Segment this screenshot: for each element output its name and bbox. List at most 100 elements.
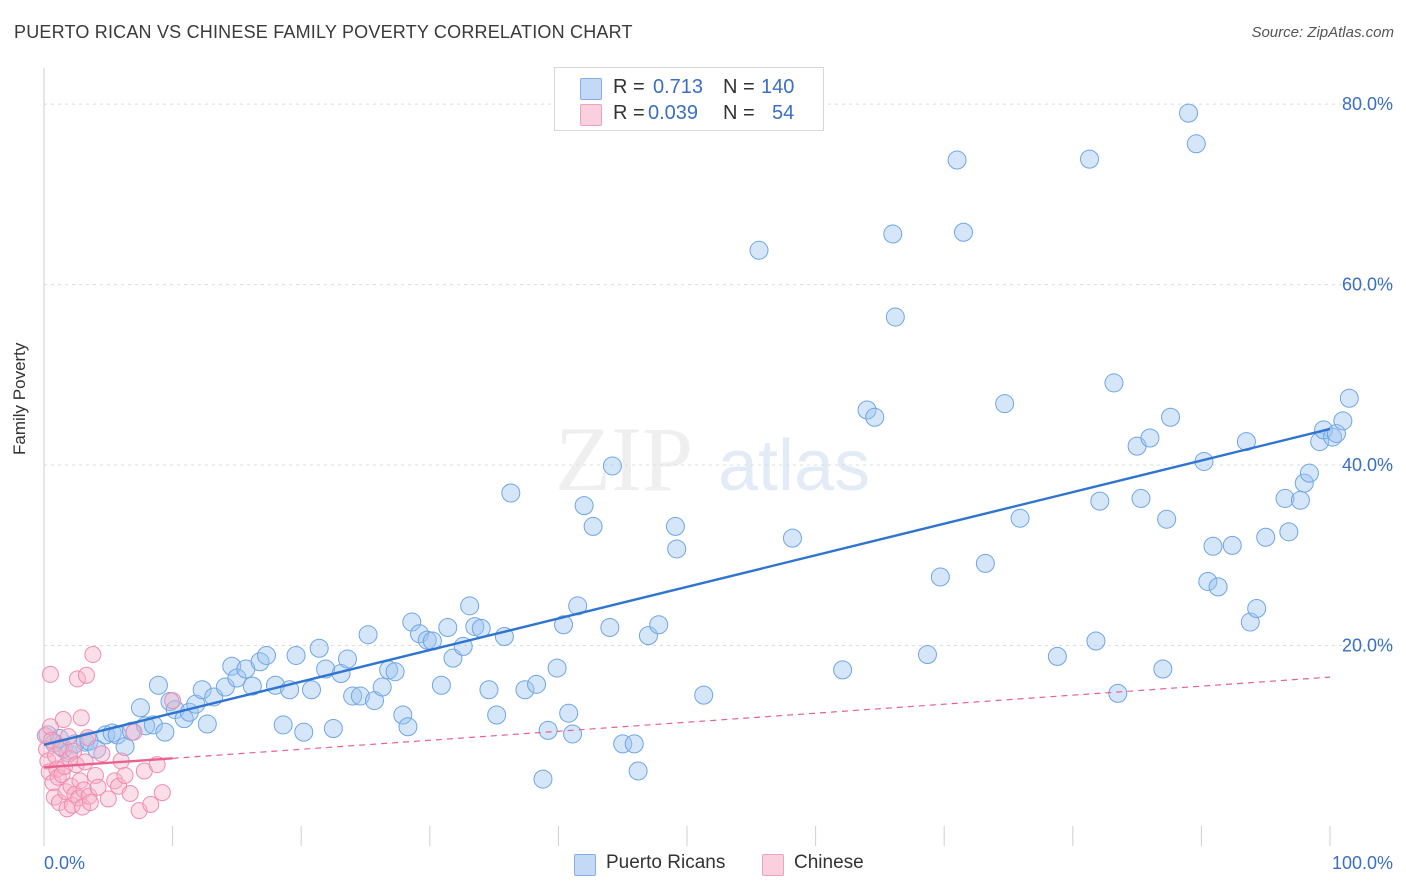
- point-puerto-ricans: [1153, 659, 1173, 679]
- n-label: N =: [723, 76, 755, 98]
- point-puerto-ricans: [917, 645, 937, 665]
- point-chinese: [41, 665, 59, 683]
- point-chinese: [125, 723, 143, 741]
- point-puerto-ricans: [1299, 463, 1319, 483]
- point-puerto-ricans: [547, 658, 567, 678]
- point-puerto-ricans: [350, 686, 370, 706]
- legend-label: Chinese: [794, 852, 864, 873]
- trend-line-puerto-ricans: [43, 427, 1331, 746]
- point-puerto-ricans: [343, 686, 363, 706]
- point-puerto-ricans: [479, 680, 499, 700]
- point-puerto-ricans: [559, 703, 579, 723]
- point-puerto-ricans: [1275, 488, 1295, 508]
- point-chinese: [62, 777, 80, 795]
- point-puerto-ricans: [309, 638, 329, 658]
- point-puerto-ricans: [417, 630, 437, 650]
- point-puerto-ricans: [372, 677, 392, 697]
- watermark: ZIP atlas: [555, 408, 870, 510]
- point-puerto-ricans: [1047, 646, 1067, 666]
- point-puerto-ricans: [1090, 491, 1110, 511]
- point-puerto-ricans: [1080, 149, 1100, 169]
- point-puerto-ricans: [286, 645, 306, 665]
- point-puerto-ricans: [1222, 535, 1242, 555]
- point-puerto-ricans: [749, 240, 769, 260]
- point-puerto-ricans: [148, 675, 168, 695]
- source-label: Source: ZipAtlas.com: [1251, 24, 1394, 41]
- point-chinese: [77, 666, 95, 684]
- x-tick-label-max: 100.0%: [1332, 853, 1393, 873]
- point-puerto-ricans: [402, 612, 422, 632]
- point-puerto-ricans: [385, 662, 405, 682]
- point-puerto-ricans: [1326, 423, 1346, 443]
- point-puerto-ricans: [538, 720, 558, 740]
- point-puerto-ricans: [393, 705, 413, 725]
- point-puerto-ricans: [782, 528, 802, 548]
- point-puerto-ricans: [242, 676, 262, 696]
- point-puerto-ricans: [1161, 407, 1181, 427]
- point-puerto-ricans: [1256, 527, 1276, 547]
- point-puerto-ricans: [465, 617, 485, 637]
- point-puerto-ricans: [628, 761, 648, 781]
- point-chinese: [41, 718, 59, 736]
- point-puerto-ricans: [130, 698, 150, 718]
- point-puerto-ricans: [197, 714, 217, 734]
- point-puerto-ricans: [222, 656, 242, 676]
- point-puerto-ricans: [649, 615, 669, 635]
- point-puerto-ricans: [1290, 490, 1310, 510]
- r-label: R =: [613, 76, 645, 98]
- point-puerto-ricans: [79, 731, 99, 751]
- point-puerto-ricans: [337, 649, 357, 669]
- point-puerto-ricans: [857, 400, 877, 420]
- y-tick-label: 60.0%: [1342, 275, 1393, 295]
- point-puerto-ricans: [487, 705, 507, 725]
- point-puerto-ricans: [301, 680, 321, 700]
- point-puerto-ricans: [323, 719, 343, 739]
- legend-swatch-pink: [580, 104, 602, 126]
- point-puerto-ricans: [431, 675, 451, 695]
- point-puerto-ricans: [602, 456, 622, 476]
- x-tick-label-min: 0.0%: [44, 853, 85, 873]
- point-puerto-ricans: [953, 222, 973, 242]
- stats-row-chinese: R = 0.039 N = 54: [555, 102, 823, 130]
- point-puerto-ricans: [1179, 103, 1199, 123]
- point-chinese: [99, 790, 117, 808]
- legend-swatch-blue: [580, 78, 602, 100]
- point-chinese: [93, 745, 111, 763]
- point-puerto-ricans: [1294, 473, 1314, 493]
- point-puerto-ricans: [583, 516, 603, 536]
- point-chinese: [153, 784, 171, 802]
- stats-legend: R = 0.713 N = 140 R = 0.039 N = 54: [554, 67, 824, 131]
- point-puerto-ricans: [563, 724, 583, 744]
- point-puerto-ricans: [527, 674, 547, 694]
- point-puerto-ricans: [87, 739, 107, 759]
- y-axis-label: Family Poverty: [10, 342, 29, 455]
- point-puerto-ricans: [1279, 522, 1299, 542]
- point-puerto-ricans: [143, 715, 163, 735]
- point-puerto-ricans: [1333, 411, 1353, 431]
- point-puerto-ricans: [192, 680, 212, 700]
- point-puerto-ricans: [1186, 134, 1206, 154]
- watermark-zip: ZIP: [555, 408, 693, 510]
- n-value: 140: [761, 76, 795, 98]
- point-puerto-ricans: [600, 617, 620, 637]
- point-chinese: [76, 753, 94, 771]
- point-puerto-ricans: [613, 734, 633, 754]
- point-puerto-ricans: [1339, 388, 1359, 408]
- trend-lines: [43, 427, 1331, 769]
- point-puerto-ricans: [438, 617, 458, 637]
- point-chinese: [54, 711, 72, 729]
- point-puerto-ricans: [256, 645, 276, 665]
- point-puerto-ricans: [995, 394, 1015, 414]
- point-puerto-ricans: [515, 680, 535, 700]
- point-puerto-ricans: [694, 685, 714, 705]
- point-puerto-ricans: [501, 483, 521, 503]
- point-chinese: [84, 646, 102, 664]
- point-chinese: [68, 670, 86, 688]
- point-puerto-ricans: [398, 717, 418, 737]
- point-puerto-ricans: [1203, 536, 1223, 556]
- point-puerto-ricans: [358, 625, 378, 645]
- point-puerto-ricans: [1108, 683, 1128, 703]
- point-puerto-ricans: [1208, 577, 1228, 597]
- point-puerto-ricans: [833, 660, 853, 680]
